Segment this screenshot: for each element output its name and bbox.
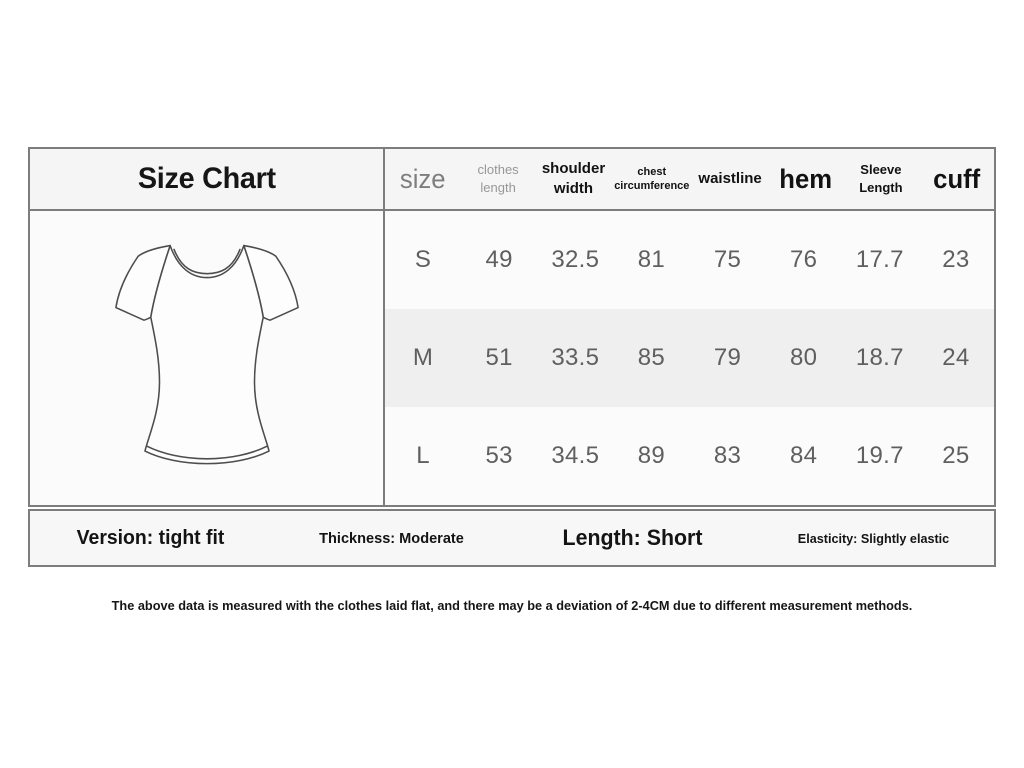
measurement-cell: 49 <box>485 246 513 273</box>
column-header-clothes-length: clothes length <box>477 162 519 195</box>
column-header-sleeve-length: Sleeve Length <box>859 162 903 195</box>
measurement-cell: 76 <box>790 246 818 273</box>
measurement-cell: 33.5 <box>551 344 600 371</box>
column-header-waistline: waistline <box>698 169 762 187</box>
measurement-cell: 18.7 <box>855 344 904 371</box>
measurement-disclaimer: The above data is measured with the clot… <box>111 598 913 613</box>
attribute-length: Length: Short <box>562 525 703 550</box>
column-header-shoulder-width: shoulder width <box>541 159 606 197</box>
measurement-cell: 84 <box>790 442 818 469</box>
measurement-cell: 85 <box>637 344 666 371</box>
tshirt-illustration-cell <box>30 211 385 505</box>
size-chart-title-cell: Size Chart <box>30 149 385 211</box>
measurement-cell: 81 <box>637 246 666 273</box>
measurement-cell: 17.7 <box>855 246 904 273</box>
measurement-cell: 19.7 <box>855 442 904 469</box>
column-header-hem: hem <box>779 163 832 194</box>
tshirt-body <box>143 244 270 465</box>
size-table-header: size clothes length shoulder width chest ci… <box>385 149 994 211</box>
table-row-l: L 53 34.5 89 83 84 19.7 25 <box>385 407 994 505</box>
measurement-cell: 75 <box>713 246 742 273</box>
garment-attributes-bar: Version: tight fit Thickness: Moderate Len… <box>28 509 996 567</box>
table-row-s: S 49 32.5 81 75 76 17.7 23 <box>385 211 994 309</box>
attribute-version: Version: tight fit <box>76 526 225 549</box>
measurement-cell: 89 <box>637 442 666 469</box>
table-row-m: M 51 33.5 85 79 80 18.7 24 <box>385 309 994 407</box>
measurement-cell: 51 <box>485 344 513 371</box>
tshirt-hem-line <box>145 445 268 460</box>
measurement-cell: 25 <box>942 442 970 469</box>
measurement-cell: 53 <box>485 442 513 469</box>
size-label: M <box>412 344 434 371</box>
tshirt-line-drawing-icon <box>114 244 299 465</box>
measurement-cell: 23 <box>942 246 970 273</box>
column-header-size: size <box>399 163 446 194</box>
size-table-body: S 49 32.5 81 75 76 17.7 23 M 51 33.5 85 79 80 18.7 24 L 5… <box>385 211 994 505</box>
tshirt-collar-line <box>172 248 241 275</box>
attribute-thickness: Thickness: Moderate <box>319 529 464 547</box>
measurement-cell: 32.5 <box>551 246 600 273</box>
measurement-cell: 80 <box>790 344 818 371</box>
column-header-chest-circumference: chest circumference <box>614 165 690 192</box>
measurement-cell: 34.5 <box>551 442 600 469</box>
measurement-cell: 79 <box>713 344 742 371</box>
size-chart-panel: Size Chart size clothes length shoulder wi… <box>28 147 996 507</box>
measurement-cell: 24 <box>942 344 970 371</box>
size-label: S <box>414 246 432 273</box>
column-header-cuff: cuff <box>932 163 980 194</box>
page-title: Size Chart <box>137 162 276 195</box>
measurement-cell: 83 <box>713 442 742 469</box>
size-label: L <box>416 442 430 469</box>
attribute-elasticity: Elasticity: Slightly elastic <box>797 530 950 546</box>
